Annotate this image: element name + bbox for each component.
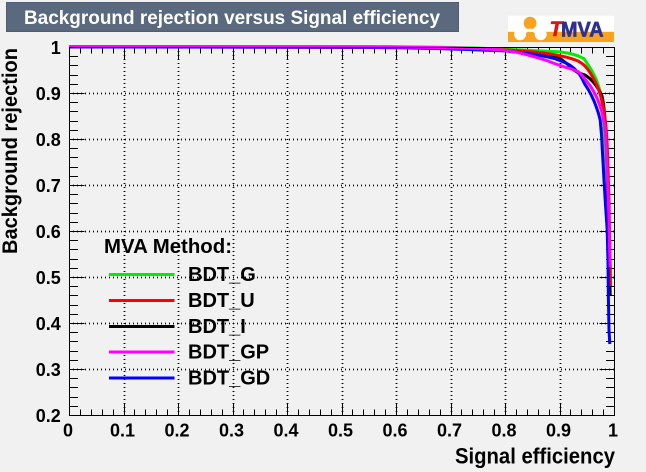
svg-text:T: T (550, 18, 565, 41)
svg-text:0.8: 0.8 (491, 421, 516, 441)
svg-text:0.6: 0.6 (382, 421, 407, 441)
svg-text:MVA Method:: MVA Method: (104, 236, 232, 258)
svg-text:0.6: 0.6 (36, 222, 61, 242)
svg-text:BDT_GP: BDT_GP (188, 342, 269, 364)
svg-text:0.7: 0.7 (437, 421, 462, 441)
svg-text:0.8: 0.8 (36, 130, 61, 150)
svg-text:0: 0 (63, 421, 73, 441)
svg-text:0.1: 0.1 (110, 421, 135, 441)
svg-text:BDT_U: BDT_U (188, 290, 255, 312)
svg-text:Background rejection: Background rejection (0, 48, 22, 254)
svg-text:0.5: 0.5 (36, 268, 61, 288)
svg-text:0.2: 0.2 (36, 406, 61, 426)
svg-text:0.4: 0.4 (273, 421, 298, 441)
svg-text:BDT_GD: BDT_GD (188, 368, 270, 390)
svg-text:0.2: 0.2 (164, 421, 189, 441)
svg-text:MVA: MVA (561, 18, 604, 41)
svg-text:0.5: 0.5 (328, 421, 353, 441)
svg-text:0.4: 0.4 (36, 314, 61, 334)
svg-text:1: 1 (608, 421, 618, 441)
svg-text:0.3: 0.3 (36, 360, 61, 380)
svg-text:0.7: 0.7 (36, 176, 61, 196)
svg-text:BDT_G: BDT_G (188, 264, 256, 286)
svg-text:BDT_I: BDT_I (188, 316, 246, 338)
svg-text:0.9: 0.9 (36, 84, 61, 104)
svg-text:Background rejection versus Si: Background rejection versus Signal effic… (24, 7, 440, 29)
svg-text:0.3: 0.3 (219, 421, 244, 441)
svg-text:1: 1 (51, 38, 61, 58)
svg-text:0.9: 0.9 (546, 421, 571, 441)
svg-text:Signal efficiency: Signal efficiency (455, 444, 616, 469)
